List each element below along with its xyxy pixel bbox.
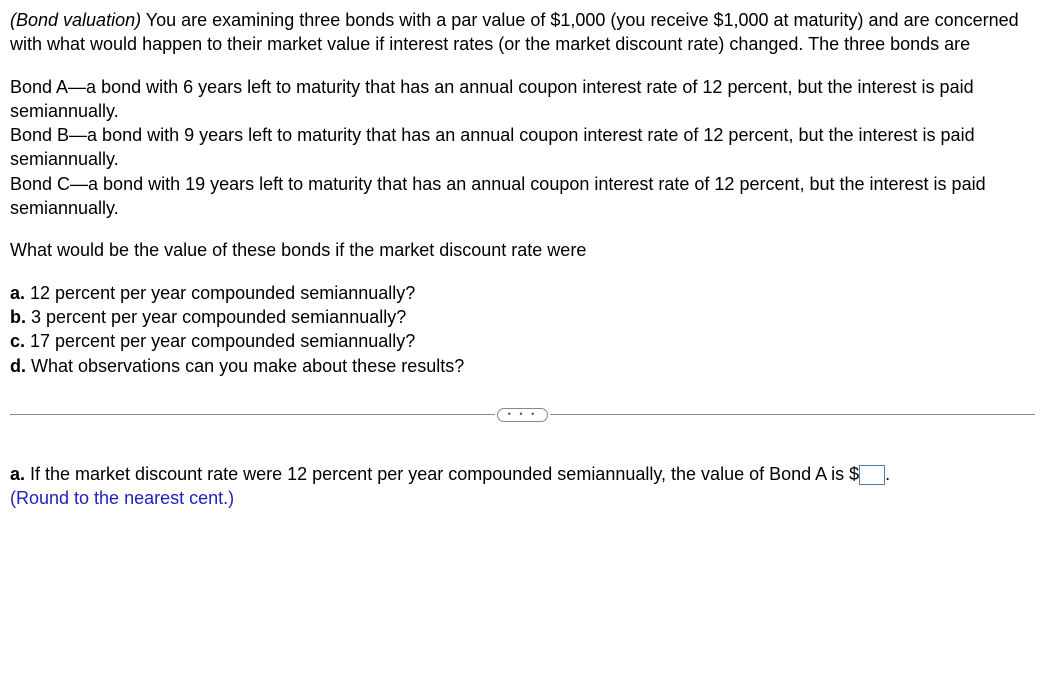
part-d: d. What observations can you make about … xyxy=(10,354,1035,378)
intro-text: You are examining three bonds with a par… xyxy=(10,10,1019,54)
bond-a-value-input[interactable] xyxy=(859,465,885,485)
part-c-label: c. xyxy=(10,331,25,351)
divider-line-right xyxy=(550,414,1035,415)
part-c: c. 17 percent per year compounded semian… xyxy=(10,329,1035,353)
intro-title: (Bond valuation) xyxy=(10,10,141,30)
part-a-label: a. xyxy=(10,283,25,303)
answer-text: If the market discount rate were 12 perc… xyxy=(25,464,859,484)
part-a: a. 12 percent per year compounded semian… xyxy=(10,281,1035,305)
answer-label: a. xyxy=(10,464,25,484)
rounding-instruction: (Round to the nearest cent.) xyxy=(10,486,1035,510)
bond-b-description: Bond B—a bond with 9 years left to matur… xyxy=(10,123,1035,172)
bond-a-description: Bond A—a bond with 6 years left to matur… xyxy=(10,75,1035,124)
part-b-label: b. xyxy=(10,307,26,327)
answer-line: a. If the market discount rate were 12 p… xyxy=(10,462,1035,486)
content-divider: • • • xyxy=(10,408,1035,422)
bond-c-description: Bond C—a bond with 19 years left to matu… xyxy=(10,172,1035,221)
dots-icon: • • • xyxy=(508,410,537,419)
part-d-text: What observations can you make about the… xyxy=(26,356,464,376)
part-d-label: d. xyxy=(10,356,26,376)
part-a-text: 12 percent per year compounded semiannua… xyxy=(25,283,415,303)
question-lead: What would be the value of these bonds i… xyxy=(10,238,1035,262)
answer-period: . xyxy=(885,464,890,484)
intro-paragraph: (Bond valuation) You are examining three… xyxy=(10,8,1035,57)
expand-icon[interactable]: • • • xyxy=(497,408,548,422)
divider-line-left xyxy=(10,414,495,415)
part-b-text: 3 percent per year compounded semiannual… xyxy=(26,307,406,327)
part-c-text: 17 percent per year compounded semiannua… xyxy=(25,331,415,351)
part-b: b. 3 percent per year compounded semiann… xyxy=(10,305,1035,329)
